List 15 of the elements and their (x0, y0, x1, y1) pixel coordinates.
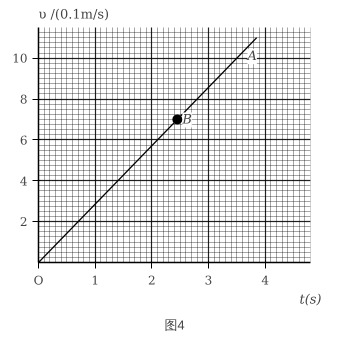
x-tick-label: 2 (148, 274, 156, 288)
y-tick-label: 2 (20, 215, 28, 230)
annotation: A (246, 49, 257, 64)
x-tick-label: 4 (261, 274, 270, 288)
x-tick-label: 3 (204, 274, 212, 288)
y-tick-label: 8 (20, 92, 28, 107)
y-tick-label: 4 (20, 174, 28, 188)
y-axis-title: υ /(0.1m/s) (38, 8, 110, 22)
y-tick-label: 6 (20, 133, 28, 148)
y-tick-label: 10 (12, 52, 28, 66)
x-tick-label: O (34, 274, 44, 288)
x-axis-title: t(s) (299, 292, 322, 308)
caption: 图4 (164, 318, 185, 332)
x-tick-label: 1 (91, 274, 99, 288)
annotation: B (181, 112, 192, 128)
